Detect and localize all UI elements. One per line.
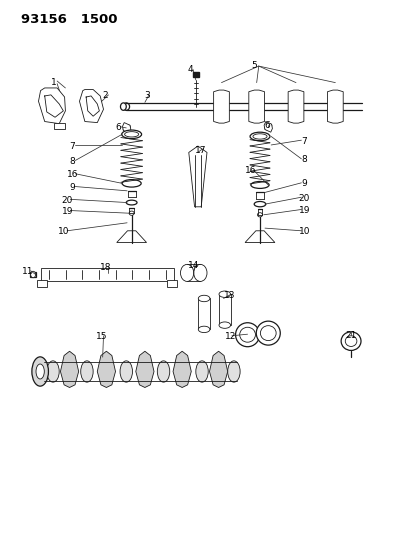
Text: 10: 10 <box>58 228 70 236</box>
Text: 18: 18 <box>100 263 111 272</box>
Text: 20: 20 <box>298 194 309 203</box>
Text: 13: 13 <box>224 291 235 300</box>
Polygon shape <box>122 123 131 133</box>
Ellipse shape <box>122 180 141 187</box>
Text: 15: 15 <box>95 333 107 341</box>
Ellipse shape <box>340 332 360 351</box>
Bar <box>54 123 64 129</box>
Ellipse shape <box>235 322 259 346</box>
Ellipse shape <box>218 291 230 297</box>
Polygon shape <box>244 231 274 243</box>
Ellipse shape <box>195 361 208 382</box>
Ellipse shape <box>120 361 132 382</box>
Ellipse shape <box>254 201 265 207</box>
Polygon shape <box>38 88 65 124</box>
Ellipse shape <box>249 132 269 141</box>
Ellipse shape <box>344 336 356 346</box>
Bar <box>166 280 176 287</box>
Text: 20: 20 <box>62 196 73 205</box>
Polygon shape <box>135 351 154 387</box>
Text: 9: 9 <box>301 180 306 188</box>
Polygon shape <box>79 90 103 123</box>
Ellipse shape <box>120 103 126 110</box>
Text: 16: 16 <box>66 171 78 179</box>
Text: 14: 14 <box>188 261 199 270</box>
Text: 7: 7 <box>301 137 306 146</box>
Ellipse shape <box>257 213 262 217</box>
Text: 17: 17 <box>195 146 206 155</box>
Text: 4: 4 <box>187 65 193 74</box>
Ellipse shape <box>198 326 209 333</box>
Ellipse shape <box>32 357 48 386</box>
Text: 11: 11 <box>22 268 34 276</box>
Text: 21: 21 <box>344 332 356 340</box>
Polygon shape <box>218 294 230 325</box>
Polygon shape <box>209 351 227 387</box>
Ellipse shape <box>218 322 230 328</box>
Ellipse shape <box>81 361 93 382</box>
Polygon shape <box>60 351 78 387</box>
Ellipse shape <box>250 181 268 189</box>
Polygon shape <box>116 231 146 243</box>
Ellipse shape <box>129 211 134 215</box>
Text: 9: 9 <box>69 183 75 192</box>
Text: 8: 8 <box>301 156 306 164</box>
Bar <box>192 72 198 77</box>
Ellipse shape <box>157 361 169 382</box>
Text: 8: 8 <box>69 157 75 166</box>
Text: 7: 7 <box>69 142 75 150</box>
Ellipse shape <box>198 295 209 302</box>
Text: 3: 3 <box>144 92 150 100</box>
Polygon shape <box>97 351 115 387</box>
Bar <box>37 280 47 287</box>
Text: 5: 5 <box>251 61 257 69</box>
Circle shape <box>31 271 36 278</box>
Text: 93156   1500: 93156 1500 <box>21 13 117 26</box>
Text: 10: 10 <box>298 228 309 236</box>
Ellipse shape <box>126 200 137 205</box>
Ellipse shape <box>252 134 266 139</box>
Text: 19: 19 <box>298 206 309 215</box>
Polygon shape <box>263 122 272 132</box>
Polygon shape <box>40 268 173 281</box>
Text: 12: 12 <box>225 333 236 341</box>
Polygon shape <box>327 90 342 123</box>
Polygon shape <box>173 351 191 387</box>
Ellipse shape <box>264 124 271 130</box>
Ellipse shape <box>239 327 255 342</box>
Polygon shape <box>198 298 209 329</box>
Text: 6: 6 <box>263 121 269 130</box>
Ellipse shape <box>121 130 141 139</box>
Text: 6: 6 <box>115 124 121 132</box>
Bar <box>30 272 36 277</box>
Text: 1: 1 <box>51 78 57 87</box>
Ellipse shape <box>227 361 240 382</box>
Polygon shape <box>248 90 264 123</box>
Text: 16: 16 <box>244 166 256 175</box>
Ellipse shape <box>123 125 130 131</box>
Text: 2: 2 <box>102 92 108 100</box>
Polygon shape <box>188 146 206 207</box>
Ellipse shape <box>124 132 138 137</box>
Ellipse shape <box>123 103 129 110</box>
Ellipse shape <box>47 361 59 382</box>
Text: 19: 19 <box>62 207 73 216</box>
Ellipse shape <box>260 326 275 341</box>
Ellipse shape <box>256 321 280 345</box>
Ellipse shape <box>36 364 44 379</box>
Polygon shape <box>287 90 303 123</box>
Polygon shape <box>213 90 229 123</box>
